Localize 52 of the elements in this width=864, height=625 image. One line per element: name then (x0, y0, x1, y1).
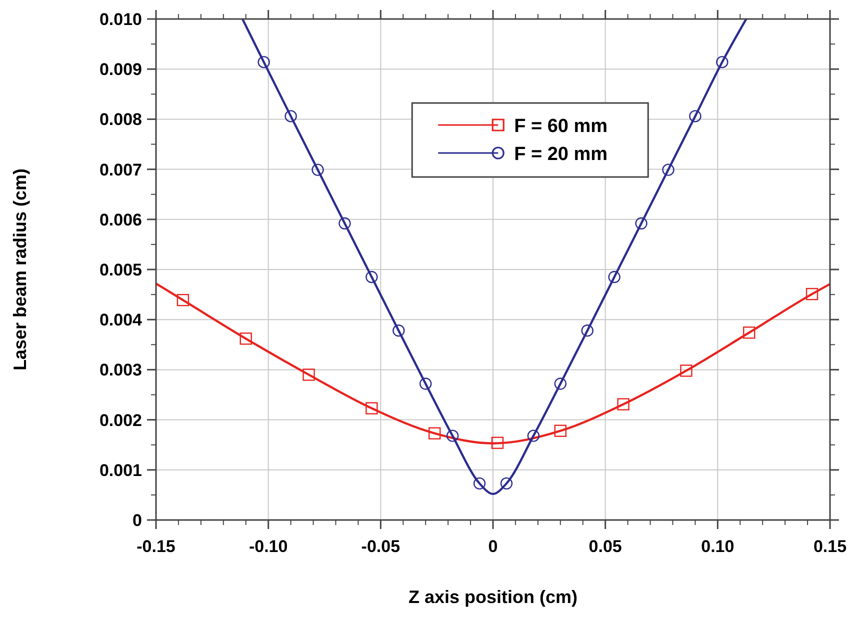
point (366, 402, 378, 414)
point (527, 430, 540, 442)
point (312, 164, 324, 176)
point (554, 424, 566, 437)
point (446, 430, 459, 442)
point (743, 326, 756, 339)
y-tick-label: 0.010 (99, 10, 142, 29)
x-tick-label: -0.05 (361, 537, 400, 556)
point (176, 294, 190, 306)
y-tick-label: 0.009 (99, 60, 142, 80)
point (500, 477, 513, 490)
point (554, 378, 566, 390)
y-tick-label: 0.002 (99, 410, 142, 430)
x-tick-label: 0.15 (813, 537, 847, 556)
y-tick-label: 0 (132, 511, 142, 530)
x-tick-label: 0 (488, 537, 498, 556)
line-series (241, 19, 748, 496)
point (258, 56, 270, 68)
point (366, 270, 378, 284)
point (240, 332, 252, 345)
point (689, 110, 702, 122)
y-tick-label: 0.005 (99, 260, 142, 280)
point (716, 56, 728, 68)
x-tick-label: -0.10 (248, 537, 288, 556)
y-tick-label: 0.006 (99, 210, 142, 230)
point (608, 270, 620, 284)
y-axis-title: Laser beam radius (cm) (10, 168, 30, 371)
point (806, 288, 818, 300)
y-tick-label: 0.008 (99, 110, 142, 130)
y-tick-label: 0.004 (99, 310, 143, 330)
point (662, 164, 674, 176)
point (302, 368, 315, 381)
point (473, 477, 486, 490)
legend-label: F = 20 mm (514, 144, 608, 165)
point (338, 217, 351, 230)
point (420, 378, 432, 390)
y-tick-label: 0.007 (99, 160, 142, 180)
x-tick-label: 0.10 (701, 537, 734, 556)
x-tick-label: 0.05 (588, 537, 622, 556)
point (392, 324, 405, 337)
legend-label: F = 60 mm (514, 116, 608, 137)
x-tick-label: -0.15 (136, 537, 176, 556)
point (581, 324, 594, 337)
y-tick-label: 0.003 (99, 360, 142, 380)
point (635, 217, 648, 230)
point (491, 436, 504, 449)
point (617, 398, 630, 410)
y-tick-label: 0.001 (99, 460, 142, 480)
point (428, 427, 441, 440)
point (680, 364, 692, 377)
point (284, 110, 297, 122)
x-axis-title: Z axis position (cm) (408, 587, 578, 607)
